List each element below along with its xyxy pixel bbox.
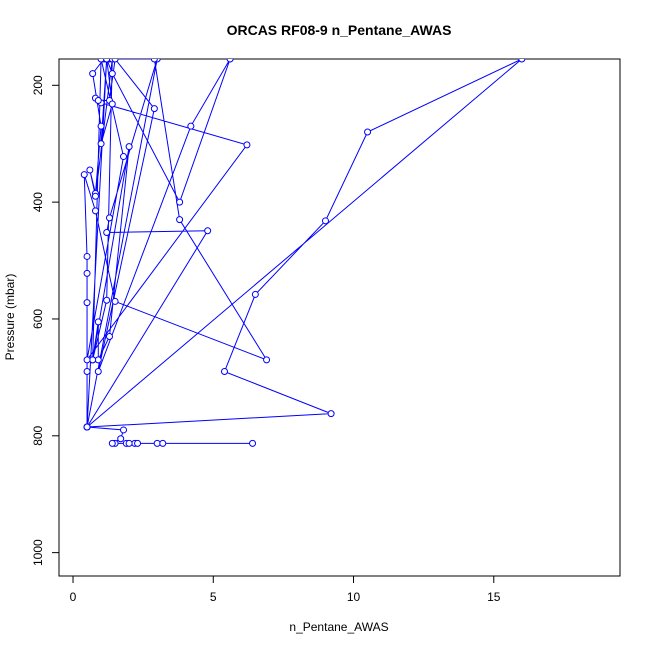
data-point — [249, 439, 257, 447]
data-point — [120, 426, 128, 434]
y-tick-label: 400 — [31, 192, 45, 212]
data-point — [176, 216, 184, 224]
data-point — [103, 59, 111, 63]
data-point — [321, 217, 329, 225]
data-point — [187, 122, 195, 130]
data-point — [226, 59, 234, 63]
data-point — [83, 356, 91, 364]
data-point — [83, 252, 91, 260]
data-point — [153, 439, 161, 447]
data-point — [105, 332, 113, 340]
data-point — [80, 171, 88, 179]
y-tick-label: 200 — [31, 75, 45, 95]
data-point — [97, 122, 105, 130]
x-axis-label: n_Pentane_AWAS — [289, 620, 388, 634]
data-point — [94, 318, 102, 326]
data-point — [89, 70, 97, 78]
chart-title: ORCAS RF08-9 n_Pentane_AWAS — [227, 22, 452, 38]
data-point — [94, 96, 102, 104]
plot-area — [80, 59, 526, 447]
data-point — [86, 166, 94, 174]
data-point — [134, 439, 142, 447]
data-point — [150, 59, 158, 63]
data-point — [518, 59, 526, 63]
data-point — [108, 100, 116, 108]
data-point — [111, 297, 119, 305]
data-point — [105, 214, 113, 222]
series-layer — [80, 59, 526, 447]
y-tick-label: 600 — [31, 309, 45, 329]
y-tick-label: 1000 — [31, 539, 45, 566]
data-point — [83, 368, 91, 376]
data-point — [120, 153, 128, 161]
y-axis-label: Pressure (mbar) — [3, 274, 17, 361]
data-point — [103, 296, 111, 304]
data-point — [91, 192, 99, 200]
x-tick-label: 10 — [347, 590, 361, 604]
data-point — [251, 290, 259, 298]
x-tick-label: 5 — [210, 590, 217, 604]
data-point — [103, 229, 111, 237]
data-point — [108, 70, 116, 78]
x-tick-label: 0 — [70, 590, 77, 604]
data-point — [125, 143, 133, 151]
x-axis: 0 5 10 15 — [70, 575, 501, 604]
data-point — [176, 198, 184, 206]
data-point — [117, 435, 125, 443]
data-point — [83, 423, 91, 431]
data-point — [243, 141, 251, 149]
data-point — [125, 439, 133, 447]
data-point — [220, 368, 228, 376]
x-tick-label: 15 — [487, 590, 501, 604]
data-point — [97, 140, 105, 148]
y-tick-label: 800 — [31, 425, 45, 445]
data-point — [89, 356, 97, 364]
data-point — [150, 105, 158, 113]
data-point — [94, 368, 102, 376]
data-point — [327, 410, 335, 418]
y-axis: 200 400 600 800 1000 — [31, 75, 60, 566]
data-point — [91, 207, 99, 215]
data-point — [159, 439, 167, 447]
series-line — [83, 59, 523, 444]
data-point — [364, 128, 372, 136]
data-point — [263, 356, 271, 364]
data-point — [97, 59, 105, 63]
data-point — [108, 439, 116, 447]
data-point — [111, 59, 119, 63]
data-point — [204, 227, 212, 235]
data-point — [83, 269, 91, 277]
data-point — [94, 356, 102, 364]
data-point — [83, 299, 91, 307]
